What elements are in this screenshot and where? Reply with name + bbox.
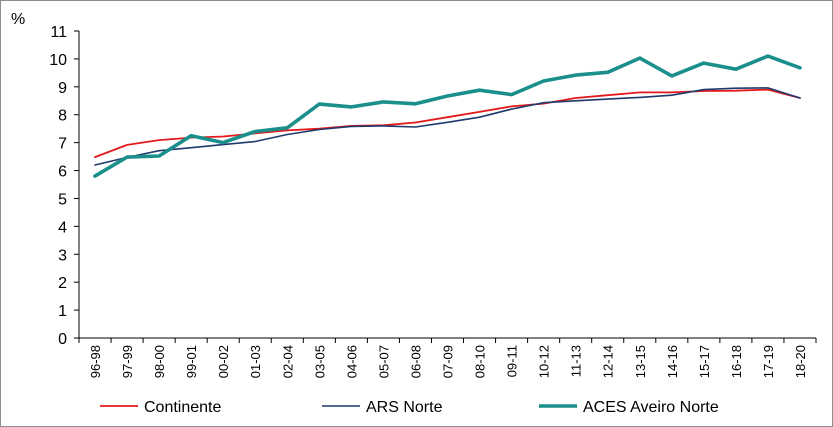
series-line-aces-aveiro-norte bbox=[93, 54, 802, 178]
x-tick-label: 04-06 bbox=[344, 345, 359, 378]
x-tick-label: 18-20 bbox=[793, 345, 808, 378]
x-tick-label: 96-98 bbox=[88, 345, 103, 378]
x-tick-label: 15-17 bbox=[697, 345, 712, 378]
x-tick-label: 11-13 bbox=[569, 345, 584, 377]
y-tick-label: 4 bbox=[58, 219, 67, 236]
series-line-ars-norte bbox=[94, 87, 801, 166]
y-tick-label: 9 bbox=[58, 80, 67, 97]
x-tick-label: 10-12 bbox=[537, 345, 552, 378]
y-tick-label: 5 bbox=[58, 191, 67, 208]
x-tick-label: 14-16 bbox=[665, 345, 680, 378]
x-tick-label: 17-19 bbox=[761, 345, 776, 378]
x-tick-label: 02-04 bbox=[280, 345, 295, 378]
x-tick-label: 13-15 bbox=[633, 345, 648, 378]
y-tick-label: 1 bbox=[58, 303, 67, 320]
y-tick-label: 2 bbox=[58, 275, 67, 292]
y-axis-unit-label: % bbox=[11, 11, 25, 28]
y-tick-label: 6 bbox=[58, 164, 67, 181]
x-tick-label: 08-10 bbox=[473, 345, 488, 378]
series-line-continente bbox=[94, 88, 801, 159]
legend-label-aces-aveiro-norte: ACES Aveiro Norte bbox=[583, 399, 719, 416]
y-tick-label: 7 bbox=[58, 136, 67, 153]
x-tick-label: 97-99 bbox=[120, 345, 135, 378]
x-tick-label: 05-07 bbox=[376, 345, 391, 378]
x-tick-label: 06-08 bbox=[408, 345, 423, 378]
x-tick-label: 98-00 bbox=[152, 345, 167, 378]
x-tick-label: 03-05 bbox=[312, 345, 327, 378]
x-tick-label: 09-11 bbox=[505, 345, 520, 377]
x-tick-label: 07-09 bbox=[441, 345, 456, 378]
x-tick-label: 99-01 bbox=[184, 345, 199, 378]
x-tick-label: 16-18 bbox=[729, 345, 744, 378]
x-tick-label: 12-14 bbox=[601, 345, 616, 378]
y-tick-label: 3 bbox=[58, 247, 67, 264]
y-tick-label: 11 bbox=[50, 24, 67, 41]
x-tick-label: 00-02 bbox=[216, 345, 231, 378]
y-tick-label: 8 bbox=[58, 108, 67, 125]
y-tick-label: 0 bbox=[58, 331, 67, 348]
x-tick-label: 01-03 bbox=[248, 345, 263, 378]
legend-label-ars-norte: ARS Norte bbox=[366, 399, 443, 416]
legend-label-continente: Continente bbox=[144, 399, 221, 416]
y-tick-label: 10 bbox=[49, 52, 67, 69]
